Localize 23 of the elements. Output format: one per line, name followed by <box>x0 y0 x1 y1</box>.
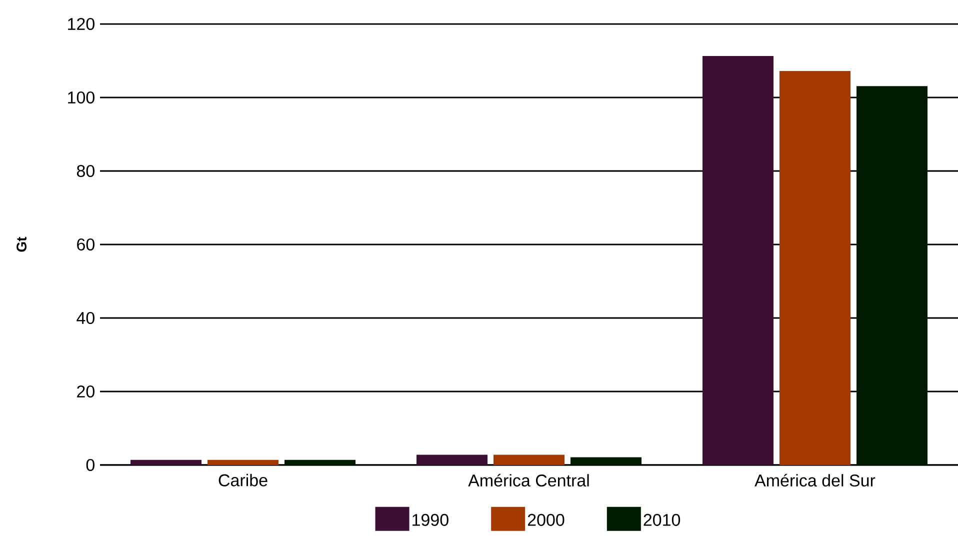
y-tick-label: 60 <box>77 238 94 251</box>
legend-label: 1990 <box>412 514 448 526</box>
x-tick-label: América del Sur <box>754 474 876 487</box>
y-tick-label: 40 <box>76 312 94 324</box>
bar <box>856 86 928 465</box>
bar <box>208 460 278 465</box>
y-tick-label: 80 <box>76 164 94 178</box>
legend-label: 2000 <box>528 514 564 526</box>
bar <box>780 71 851 465</box>
y-axis-title: Gt <box>16 236 26 252</box>
x-tick-label: Caribe <box>218 474 268 486</box>
y-tick-label: 120 <box>68 18 94 30</box>
bar <box>416 454 488 465</box>
y-tick-label: 100 <box>68 91 94 104</box>
bar <box>702 56 774 465</box>
x-tick-label: América Central <box>468 474 589 487</box>
y-tick-label: 20 <box>77 385 94 398</box>
bar <box>130 460 202 465</box>
y-tick-label: 0 <box>86 458 94 472</box>
bar <box>284 460 356 465</box>
bar <box>570 457 642 465</box>
legend-label: 2010 <box>644 514 680 526</box>
bar <box>494 454 565 465</box>
